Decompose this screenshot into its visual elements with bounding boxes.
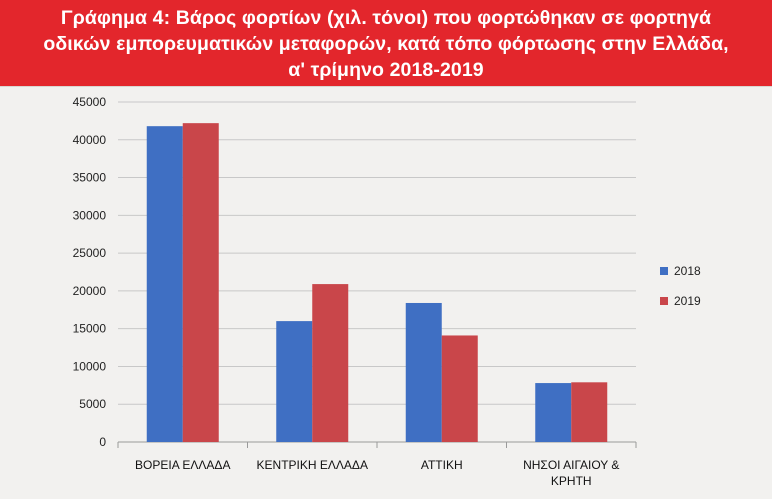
chart-title-banner: Γράφημα 4: Βάρος φορτίων (χιλ. τόνοι) πο…: [0, 0, 772, 86]
y-tick-label: 30000: [73, 208, 107, 222]
chart-title-line-1: Γράφημα 4: Βάρος φορτίων (χιλ. τόνοι) πο…: [60, 7, 712, 29]
y-tick-label: 45000: [73, 95, 107, 109]
legend-swatch-2018: [660, 267, 668, 275]
chart-title-line-2: οδικών εμπορευματικών μεταφορών, κατά τό…: [43, 33, 729, 55]
bar-2018: [276, 321, 313, 442]
legend-swatch-2019: [660, 297, 668, 305]
legend-label-2018: 2018: [674, 264, 701, 278]
x-category-label: ΚΡΗΤΗ: [551, 474, 592, 488]
bar-chart: 0 5000 10000 15000 20000 25000 30000 35000 40000…: [73, 95, 701, 488]
bar-2019: [182, 123, 219, 443]
bar-2019: [571, 382, 608, 442]
y-tick-label: 0: [99, 435, 106, 449]
y-tick-label: 25000: [73, 246, 107, 260]
chart-title-line-3: α' τρίμηνο 2018-2019: [288, 59, 484, 81]
chart-panel: [0, 86, 772, 499]
legend-label-2019: 2019: [674, 294, 701, 308]
x-category-label: ΝΗΣΟΙ ΑΙΓΑΙΟΥ &: [523, 458, 619, 472]
bar-2019: [312, 284, 349, 442]
bar-2018: [535, 383, 572, 442]
y-tick-label: 35000: [73, 171, 107, 185]
y-tick-label: 20000: [73, 284, 107, 298]
x-category-label: ΑΤΤΙΚΗ: [421, 458, 463, 472]
bar-2018: [146, 126, 183, 442]
chart-title: Γράφημα 4: Βάρος φορτίων (χιλ. τόνοι) πο…: [43, 5, 728, 83]
x-category-label: ΚΕΝΤΡΙΚΗ ΕΛΛΑΔΑ: [257, 458, 368, 472]
bar-2018: [405, 302, 442, 442]
y-tick-label: 40000: [73, 133, 107, 147]
bar-2019: [441, 335, 478, 442]
x-category-label: ΒΟΡΕΙΑ ΕΛΛΑΔΑ: [135, 458, 230, 472]
y-tick-label: 10000: [73, 359, 107, 373]
y-tick-label: 15000: [73, 322, 107, 336]
y-tick-label: 5000: [79, 397, 106, 411]
